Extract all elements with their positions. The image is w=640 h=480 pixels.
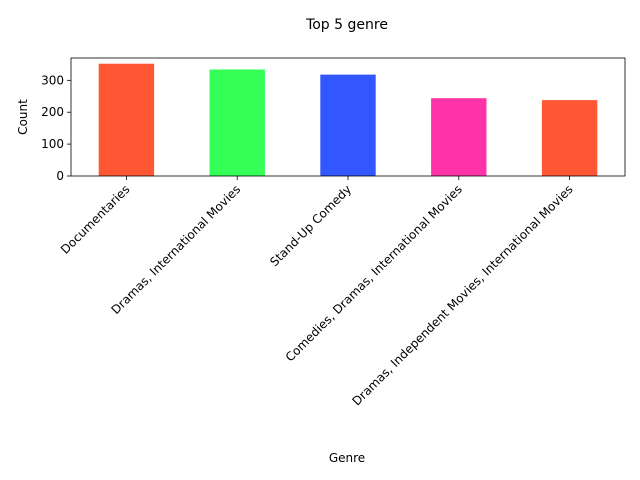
y-tick-label: 300 xyxy=(41,73,64,87)
bar xyxy=(98,63,155,177)
y-tick-label: 200 xyxy=(41,105,64,119)
bar xyxy=(541,100,598,176)
bar xyxy=(431,98,487,176)
x-axis-label: Genre xyxy=(329,451,365,465)
y-tick-label: 0 xyxy=(56,169,64,183)
chart-title: Top 5 genre xyxy=(305,17,388,33)
y-axis-label: Count xyxy=(16,99,30,135)
bar xyxy=(209,69,265,176)
bar xyxy=(320,74,376,176)
y-tick-label: 100 xyxy=(41,137,64,151)
